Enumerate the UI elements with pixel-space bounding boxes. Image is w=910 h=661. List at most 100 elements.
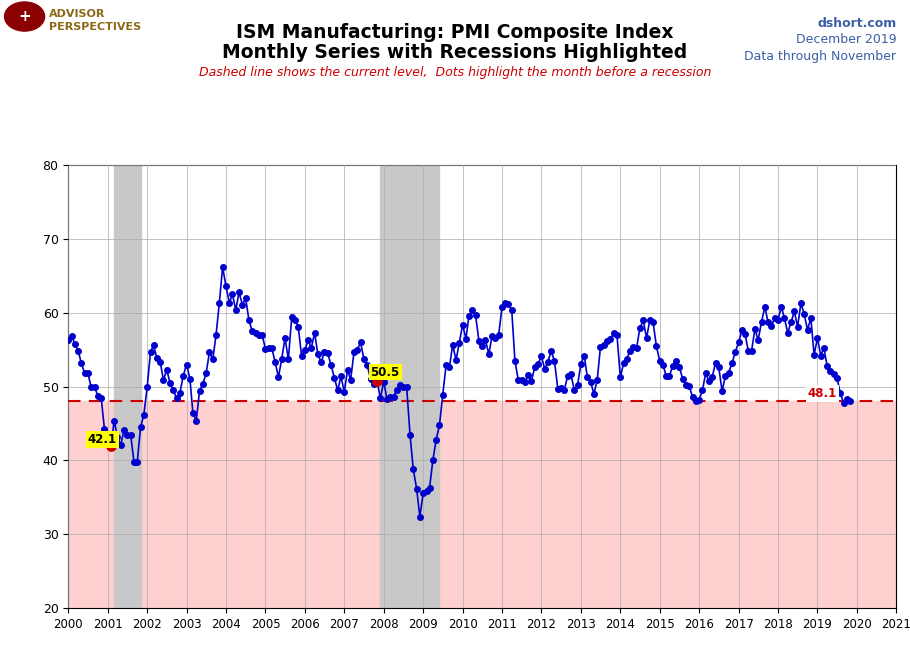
Point	[106, 415, 121, 426]
Bar	[380, 165, 440, 608]
Point	[498, 297, 512, 308]
Point	[833, 388, 847, 399]
Point	[140, 382, 155, 393]
Point	[695, 385, 710, 396]
Point	[679, 380, 693, 391]
Point	[781, 327, 795, 338]
Point	[393, 380, 408, 391]
Point	[369, 375, 384, 386]
Point	[469, 310, 483, 321]
Point	[347, 347, 361, 358]
Point	[531, 358, 545, 369]
Point	[682, 381, 696, 391]
Text: Data through November: Data through November	[744, 50, 896, 63]
Point	[816, 342, 831, 353]
Point	[212, 297, 227, 308]
Point	[652, 356, 667, 366]
Point	[722, 368, 736, 378]
Point	[557, 384, 571, 395]
Point	[471, 336, 486, 346]
Point	[554, 383, 569, 393]
Point	[294, 350, 308, 361]
Point	[826, 369, 841, 379]
Point	[399, 382, 414, 393]
Point	[767, 313, 782, 323]
Point	[258, 344, 273, 354]
Point	[495, 301, 510, 312]
Point	[77, 368, 92, 379]
Point	[573, 358, 588, 369]
Point	[386, 392, 400, 403]
Point	[439, 360, 453, 371]
Point	[810, 332, 824, 343]
Point	[712, 362, 726, 373]
Point	[511, 375, 526, 385]
Point	[379, 394, 394, 405]
Point	[308, 327, 322, 338]
Point	[337, 387, 351, 397]
Point	[426, 455, 440, 465]
Point	[281, 354, 296, 365]
Point	[275, 354, 289, 364]
Point	[751, 335, 765, 346]
Point	[771, 314, 785, 325]
Point	[820, 361, 834, 371]
Point	[159, 364, 174, 375]
Point	[120, 430, 135, 440]
Point	[71, 345, 86, 356]
Point	[343, 375, 358, 385]
Point	[702, 375, 716, 386]
Point	[232, 287, 247, 297]
Point	[508, 356, 522, 366]
Point	[705, 371, 720, 382]
Point	[485, 330, 500, 341]
Point	[669, 356, 683, 366]
Point	[514, 375, 529, 385]
Point	[255, 330, 269, 340]
Point	[659, 370, 673, 381]
Point	[544, 346, 559, 356]
Point	[359, 360, 374, 371]
Point	[836, 398, 851, 408]
Point	[790, 322, 804, 332]
Point	[830, 373, 844, 383]
Point	[225, 289, 239, 299]
Point	[528, 362, 542, 372]
Point	[383, 392, 398, 403]
Point	[251, 330, 266, 340]
Point	[242, 315, 257, 326]
Point	[153, 356, 167, 367]
Point	[189, 415, 204, 426]
Point	[758, 301, 773, 312]
Point	[412, 512, 427, 522]
Point	[429, 434, 443, 445]
Point	[97, 424, 112, 434]
Point	[442, 362, 457, 373]
Point	[410, 483, 424, 494]
Point	[163, 377, 177, 388]
Text: Monthly Series with Recessions Highlighted: Monthly Series with Recessions Highlight…	[222, 43, 688, 62]
Point	[748, 324, 763, 334]
Point	[110, 432, 125, 442]
Point	[630, 342, 644, 353]
Point	[571, 380, 585, 391]
Point	[475, 341, 490, 352]
Point	[728, 347, 743, 358]
Point	[114, 440, 128, 450]
Point	[157, 375, 171, 385]
Point	[65, 330, 79, 341]
Point	[600, 336, 614, 346]
Point	[222, 297, 237, 308]
Text: December 2019: December 2019	[795, 33, 896, 46]
Point	[698, 368, 713, 379]
Point	[104, 441, 118, 451]
Point	[518, 377, 532, 387]
Point	[334, 371, 349, 381]
Point	[622, 345, 637, 356]
Point	[416, 488, 430, 498]
Text: PERSPECTIVES: PERSPECTIVES	[49, 22, 141, 32]
Text: 42.1: 42.1	[88, 433, 117, 446]
Point	[198, 368, 213, 379]
Point	[327, 373, 341, 383]
Point	[606, 327, 621, 338]
